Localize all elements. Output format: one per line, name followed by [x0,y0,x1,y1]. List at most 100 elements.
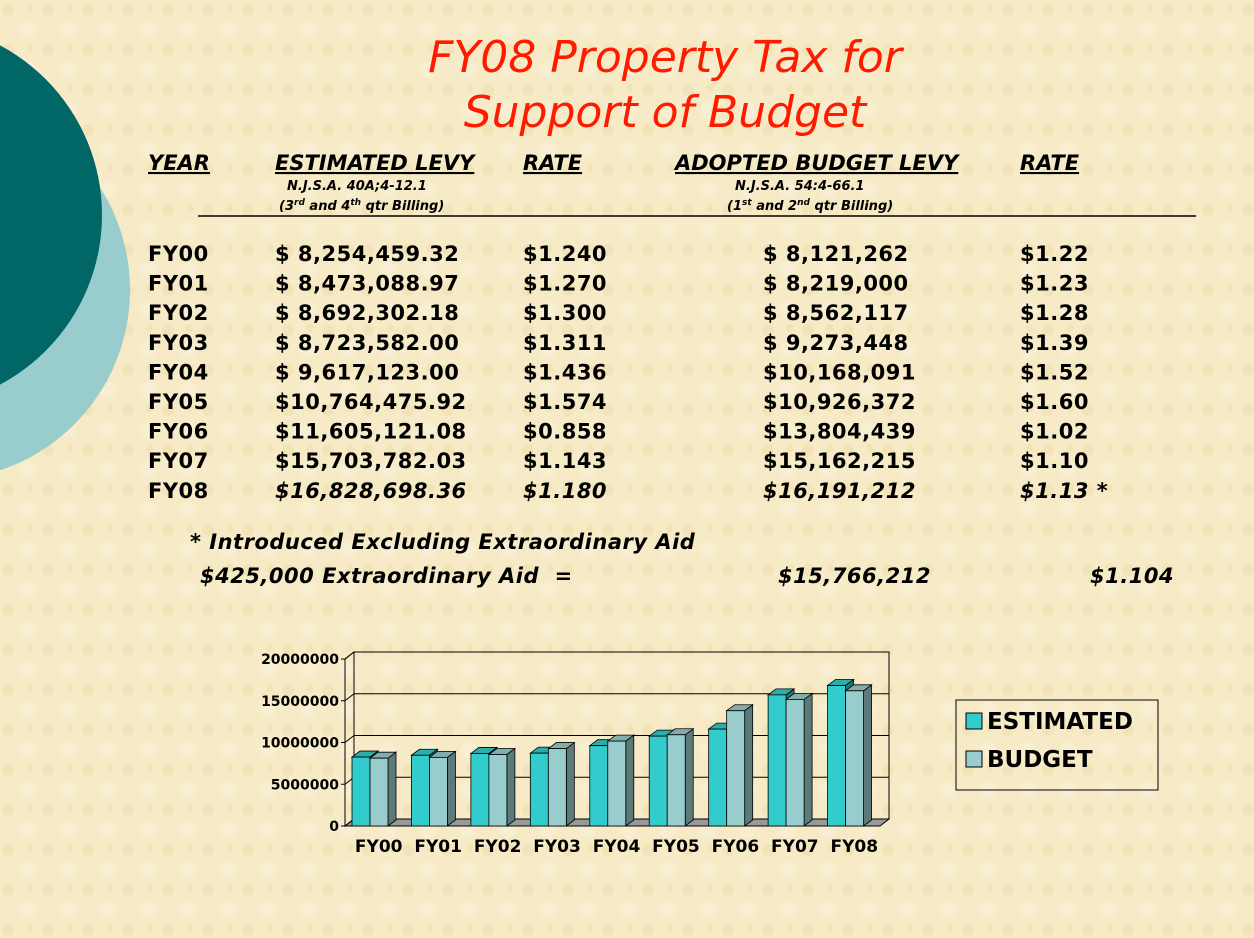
table-cell: $1.52 [1020,360,1089,384]
subheader-text: qtr Billing) [361,199,444,214]
x-tick-label: FY02 [474,837,522,857]
table-cell: $ 8,219,000 [763,272,909,296]
table-cell: $15,703,782.03 [275,449,467,473]
x-tick-label: FY01 [414,837,462,857]
bar [726,710,746,827]
bar [488,754,508,827]
bar [547,748,567,827]
table-cell: $ 8,562,117 [763,301,909,325]
bar [785,698,805,827]
superscript: rd [294,198,305,208]
table-cell: $1.180 [523,479,607,503]
table-cell: FY06 [148,420,209,444]
column-header: RATE [523,151,583,175]
table-cell: $1.436 [523,360,607,384]
column-header: ESTIMATED LEVY [275,151,476,175]
table-cell: $13,804,439 [763,420,916,444]
legend-box [955,699,1159,791]
table-cell: $1.143 [523,449,607,473]
footnote: $425,000 Extraordinary Aid = [200,564,573,588]
table-cell: $0.858 [523,420,607,444]
bar-side [387,751,397,827]
table-cell: FY01 [148,272,209,296]
bar [827,685,846,827]
bar [708,728,728,827]
table-cell: $1.23 [1020,272,1089,296]
table-cell: $ 8,723,582.00 [275,331,459,355]
legend-swatch [965,712,983,730]
table-cell: $10,168,091 [763,360,916,384]
deco-circle-dark [0,45,102,385]
superscript: th [350,198,361,208]
y-tick-label: 5000000 [271,777,339,793]
subheader-text: qtr Billing) [810,199,893,214]
y-tick-label: 15000000 [261,694,339,710]
column-header: ADOPTED BUDGET LEVY [673,151,960,175]
superscript: nd [797,198,810,208]
legend-label: ESTIMATED [987,709,1133,735]
bar [470,753,490,827]
bar-side [803,692,813,827]
table: YEAR ESTIMATED LEVY RATE ADOPTED BUDGET LEV… [148,151,1174,588]
subheader-text: and 4 [305,199,350,214]
title-line: FY08 Property Tax for [428,32,905,83]
legend-label: BUDGET [987,747,1093,773]
bar [429,756,448,827]
table-cell: $ 8,121,262 [763,242,909,266]
bar-side [625,734,635,827]
bar [589,745,609,827]
table-cell: $ 9,617,123.00 [275,360,459,384]
table-cell: $10,926,372 [763,390,916,414]
table-cell: $1.39 [1020,331,1089,355]
footnote-value: $15,766,212 [778,564,931,588]
table-cell: $1.22 [1020,242,1089,266]
superscript: st [742,198,752,208]
table-cell: $1.28 [1020,301,1089,325]
chart: 0 5000000 10000000 15000000 20000000 FY00 FY01… [261,650,1159,857]
subheader-text: and 2 [752,199,797,214]
column-header: RATE [1020,151,1080,175]
subheader-line: N.J.S.A. 54:4-66.1 [735,179,864,194]
table-cell: $1.240 [523,242,607,266]
footnote: * Introduced Excluding Extraordinary Aid [190,530,696,554]
table-cell: $1.311 [523,331,607,355]
subheader-line: N.J.S.A. 40A;4-12.1 [287,179,427,194]
y-tick-label: 10000000 [261,736,339,752]
bar-side [744,703,754,827]
x-tick-label: FY08 [830,837,878,857]
table-cell: $1.300 [523,301,607,325]
x-tick-label: FY03 [533,837,581,857]
subheader-text: (1 [727,199,742,214]
bar [666,734,686,827]
bar-side [684,727,694,827]
subheader-text: (3 [279,199,294,214]
table-cell: FY08 [148,479,209,503]
grid-line [344,693,889,702]
bar-side [447,750,456,827]
table-cell: $1.270 [523,272,607,296]
table-cell: $16,828,698.36 [275,479,467,503]
table-cell: $10,764,475.92 [275,390,467,414]
table-cell: FY02 [148,301,209,325]
bar-side [863,684,872,827]
bar-side [565,741,575,827]
bar [607,740,627,827]
bar [767,694,787,827]
bar [845,690,864,827]
table-cell: $16,191,212 [763,479,916,503]
x-tick-label: FY00 [355,837,403,857]
x-tick-label: FY06 [712,837,760,857]
table-cell: FY05 [148,390,209,414]
table-cell: FY07 [148,449,209,473]
column-header: YEAR [148,151,210,175]
table-cell: $1.60 [1020,390,1089,414]
bar [529,752,549,827]
title-line: Support of Budget [464,87,868,138]
x-tick-label: FY05 [652,837,700,857]
bar-side [506,747,516,827]
grid-line [344,651,889,660]
table-cell: $1.574 [523,390,607,414]
table-cell: $11,605,121.08 [275,420,467,444]
